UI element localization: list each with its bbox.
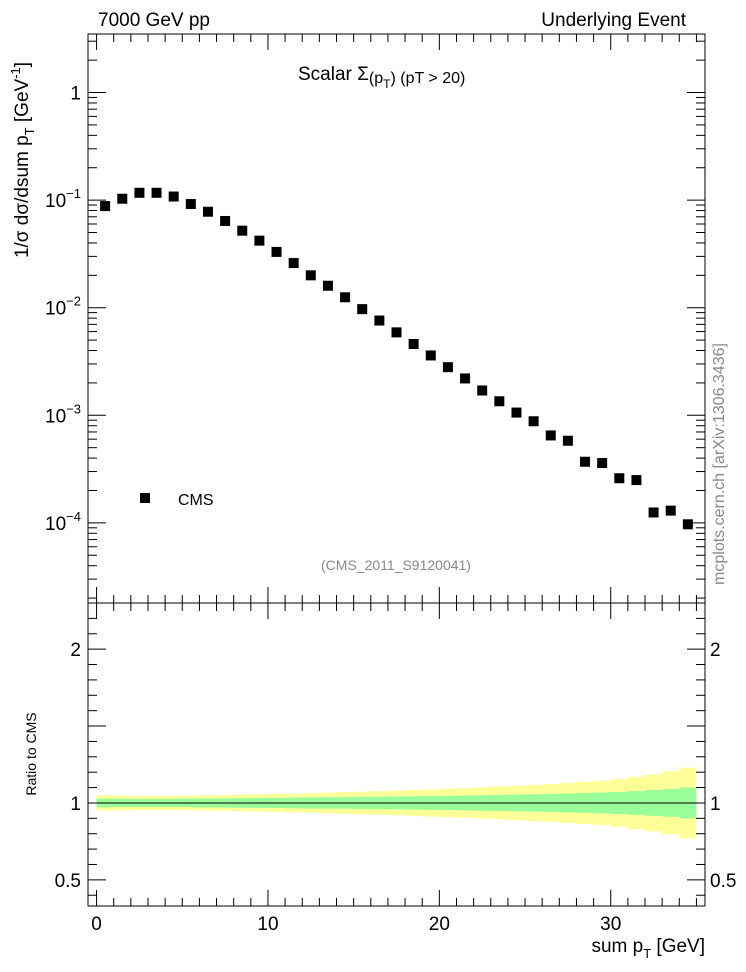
data-point: [631, 475, 642, 486]
data-point: [185, 199, 196, 210]
ratio-y-tick-label-right: 1: [710, 794, 721, 815]
data-point: [151, 187, 162, 198]
y-tick-base: 1: [70, 84, 81, 105]
data-point: [117, 193, 128, 204]
ratio-y-label: Ratio to CMS: [23, 712, 39, 795]
data-point: [254, 235, 265, 246]
side-label: mcplots.cern.ch [arXiv:1306.3436]: [711, 343, 728, 585]
ratio-frame: [87, 602, 706, 907]
data-point: [425, 350, 436, 361]
x-tick-label: 20: [429, 914, 450, 935]
data-point: [340, 292, 351, 303]
title-close: ) (pT > 20): [390, 70, 465, 87]
title-sigma: Σ: [357, 64, 369, 85]
main-x-ticks: [96, 34, 697, 603]
y-tick-exp: −2: [66, 294, 81, 309]
data-point: [511, 407, 522, 418]
data-point: [460, 373, 471, 384]
y-tick-base: 10: [45, 299, 66, 320]
main-y-label: 1/σ dσ/dsum pT [GeV-1]: [8, 62, 37, 258]
data-point: [545, 430, 556, 441]
ratio-y-tick-label-right: 2: [710, 640, 721, 661]
data-point: [288, 258, 299, 269]
xlabel-unit: [GeV]: [651, 936, 705, 957]
x-tick-label: 0: [91, 914, 102, 935]
main-y-tick-label: 10−2: [45, 294, 81, 320]
title-sub: T: [383, 77, 391, 91]
data-point: [237, 225, 248, 236]
ratio-y-tick-label-left: 1: [70, 794, 81, 815]
data-point: [648, 507, 659, 518]
header-right: Underlying Event: [541, 10, 686, 31]
data-point: [494, 396, 505, 407]
data-point: [597, 458, 608, 469]
data-point: [374, 315, 385, 326]
legend-label: CMS: [178, 492, 214, 509]
xlabel-main: sum p: [591, 936, 643, 957]
ratio-x-ticks: 0 10 20 30: [91, 603, 697, 935]
ratio-y-tick-label-left: 0.5: [55, 871, 81, 892]
xlabel-sub: T: [643, 946, 651, 961]
y-tick-exp: −3: [66, 401, 81, 416]
data-point: [408, 338, 419, 349]
legend-marker: [140, 493, 150, 503]
y-tick-base: 10: [45, 514, 66, 535]
header-left: 7000 GeV pp: [98, 10, 210, 31]
data-point: [220, 215, 231, 226]
data-point: [528, 416, 539, 427]
main-frame: [87, 33, 706, 604]
main-y-ticks: 110−110−210−310−4: [45, 40, 705, 599]
chart-title: Scalar Σ(pT) (pT > 20): [298, 64, 465, 91]
data-point: [305, 270, 316, 281]
x-tick-label: 30: [600, 914, 621, 935]
data-point: [134, 187, 145, 198]
data-point: [271, 246, 282, 257]
title-prefix: Scalar: [298, 64, 357, 85]
ylabel-end: ]: [12, 62, 33, 67]
data-point: [168, 191, 179, 202]
ratio-panel: 0.5 0.5 1 1 2 2 0 10 20 30 Ratio to CMS sum pT […: [23, 602, 736, 961]
data-point: [614, 473, 625, 484]
ylabel-sup: -1: [8, 67, 23, 79]
y-tick-base: 10: [45, 191, 66, 212]
data-point: [477, 385, 488, 396]
ylabel-sub: T: [22, 127, 37, 135]
main-y-tick-label: 10−3: [45, 401, 81, 427]
ylabel-main: 1/σ dσ/dsum p: [12, 135, 33, 258]
data-point: [442, 362, 453, 373]
data-point: [202, 206, 213, 217]
ylabel-unit: [GeV: [12, 78, 33, 127]
y-tick-base: 10: [45, 406, 66, 427]
main-y-tick-label: 1: [70, 84, 81, 105]
y-tick-exp: −4: [66, 509, 81, 524]
data-point: [100, 201, 111, 212]
ratio-y-tick-label-right: 0.5: [710, 871, 736, 892]
x-axis-label: sum pT [GeV]: [591, 936, 705, 961]
cms-data-points: [100, 187, 693, 530]
ratio-y-tick-label-left: 2: [70, 640, 81, 661]
data-point: [562, 435, 573, 446]
data-point: [580, 456, 591, 467]
ratio-y-ticks: 0.5 0.5 1 1 2 2: [55, 602, 736, 896]
y-tick-exp: −1: [66, 186, 81, 201]
data-point: [682, 519, 693, 530]
analysis-annotation: (CMS_2011_S9120041): [321, 557, 471, 573]
main-y-tick-label: 10−4: [45, 509, 81, 535]
x-tick-label: 10: [257, 914, 278, 935]
data-point: [322, 280, 333, 291]
title-open: (p: [369, 70, 383, 87]
data-point: [357, 304, 368, 315]
data-point: [391, 327, 402, 338]
main-panel: 110−110−210−310−4 Scalar Σ(pT) (pT > 20)…: [8, 33, 706, 604]
main-y-tick-label: 10−1: [45, 186, 81, 212]
data-point: [665, 505, 676, 516]
